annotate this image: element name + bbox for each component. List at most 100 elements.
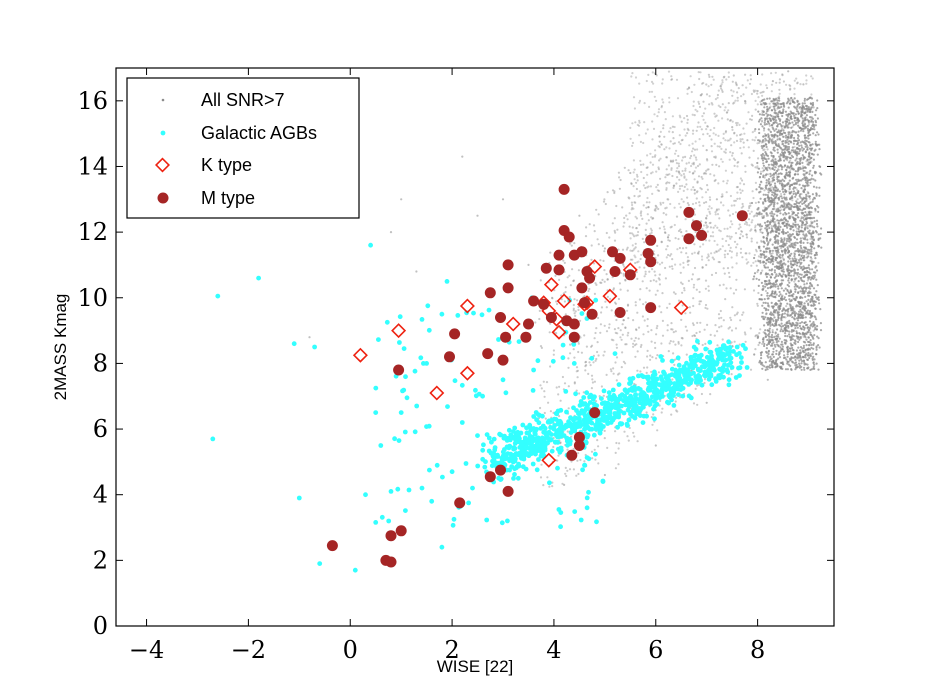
- all-snr-point: [703, 328, 706, 331]
- all-snr-point: [814, 307, 817, 310]
- all-snr-point: [797, 291, 800, 295]
- all-snr-point: [699, 71, 702, 74]
- all-snr-point: [806, 179, 809, 182]
- all-snr-point: [763, 135, 767, 138]
- all-snr-point: [678, 114, 681, 117]
- all-snr-point: [660, 240, 663, 243]
- all-snr-point: [806, 367, 809, 370]
- all-snr-point: [695, 129, 698, 132]
- all-snr-point: [667, 253, 670, 257]
- all-snr-point: [800, 276, 803, 279]
- all-snr-point: [798, 259, 801, 262]
- all-snr-point: [801, 307, 804, 310]
- all-snr-point: [685, 162, 688, 165]
- all-snr-point: [661, 221, 664, 224]
- all-snr-point: [618, 187, 622, 190]
- all-snr-point: [803, 259, 806, 262]
- all-snr-point: [779, 172, 782, 175]
- all-snr-point: [802, 241, 805, 244]
- all-snr-point: [773, 269, 777, 272]
- all-snr-point: [713, 239, 716, 243]
- all-snr-point: [786, 353, 789, 356]
- all-snr-point: [767, 247, 770, 250]
- all-snr-point: [777, 143, 780, 146]
- all-snr-point: [757, 96, 760, 99]
- all-snr-point: [539, 384, 542, 387]
- all-snr-point: [795, 188, 799, 191]
- all-snr-point: [661, 334, 665, 337]
- all-snr-point: [805, 82, 808, 85]
- all-snr-point: [658, 278, 661, 281]
- all-snr-point: [768, 102, 771, 105]
- all-snr-point: [767, 352, 770, 356]
- all-snr-point: [572, 468, 576, 471]
- all-snr-point: [603, 429, 606, 432]
- all-snr-point: [788, 333, 791, 336]
- all-snr-point: [809, 324, 812, 327]
- all-snr-point: [787, 223, 791, 226]
- all-snr-point: [641, 315, 645, 318]
- all-snr-point: [744, 252, 747, 255]
- all-snr-point: [675, 215, 679, 218]
- all-snr-point: [781, 114, 784, 118]
- all-snr-point: [534, 321, 537, 324]
- all-snr-point: [663, 135, 666, 138]
- all-snr-point: [689, 157, 692, 160]
- all-snr-point: [731, 80, 734, 83]
- all-snr-point: [543, 395, 546, 398]
- all-snr-point: [801, 347, 804, 350]
- all-snr-point: [796, 326, 799, 329]
- all-snr-point: [672, 291, 676, 294]
- all-snr-point: [756, 302, 759, 305]
- all-snr-point: [636, 277, 639, 280]
- all-snr-point: [651, 171, 654, 174]
- all-snr-point: [766, 258, 769, 261]
- all-snr-point: [549, 251, 552, 254]
- all-snr-point: [774, 158, 777, 161]
- all-snr-point: [797, 250, 801, 253]
- all-snr-point: [751, 190, 754, 193]
- all-snr-point: [815, 278, 818, 281]
- all-snr-point: [804, 170, 807, 173]
- all-snr-point: [644, 132, 648, 135]
- all-snr-point: [720, 316, 723, 319]
- all-snr-point: [785, 118, 788, 121]
- all-snr-point: [793, 93, 796, 96]
- all-snr-point: [748, 224, 751, 227]
- all-snr-point: [794, 192, 797, 195]
- all-snr-point: [680, 281, 683, 284]
- all-snr-point: [781, 312, 784, 316]
- all-snr-point: [788, 330, 791, 333]
- all-snr-point: [790, 252, 793, 255]
- all-snr-point: [796, 81, 799, 84]
- all-snr-point: [760, 117, 763, 120]
- all-snr-point: [816, 99, 819, 102]
- all-snr-point: [792, 187, 795, 190]
- all-snr-point: [791, 131, 794, 134]
- all-snr-point: [785, 239, 789, 243]
- all-snr-point: [806, 326, 810, 329]
- all-snr-point: [708, 205, 711, 208]
- all-snr-point: [808, 327, 812, 330]
- all-snr-point: [781, 111, 784, 114]
- all-snr-point: [718, 317, 721, 320]
- all-snr-point: [576, 369, 580, 372]
- all-snr-point: [806, 98, 809, 101]
- all-snr-point: [807, 230, 810, 233]
- all-snr-point: [714, 155, 717, 158]
- all-snr-point: [809, 102, 812, 105]
- all-snr-point: [800, 310, 803, 313]
- all-snr-point: [717, 313, 721, 316]
- all-snr-point: [678, 187, 682, 190]
- all-snr-point: [621, 206, 624, 209]
- all-snr-point: [656, 183, 659, 186]
- all-snr-point: [803, 97, 807, 100]
- all-snr-point: [761, 113, 764, 116]
- all-snr-point: [666, 198, 669, 201]
- all-snr-point: [642, 141, 645, 145]
- all-snr-point: [590, 344, 594, 347]
- all-snr-point: [710, 273, 714, 276]
- all-snr-point: [682, 200, 685, 203]
- all-snr-point: [752, 196, 755, 200]
- all-snr-point: [817, 368, 820, 371]
